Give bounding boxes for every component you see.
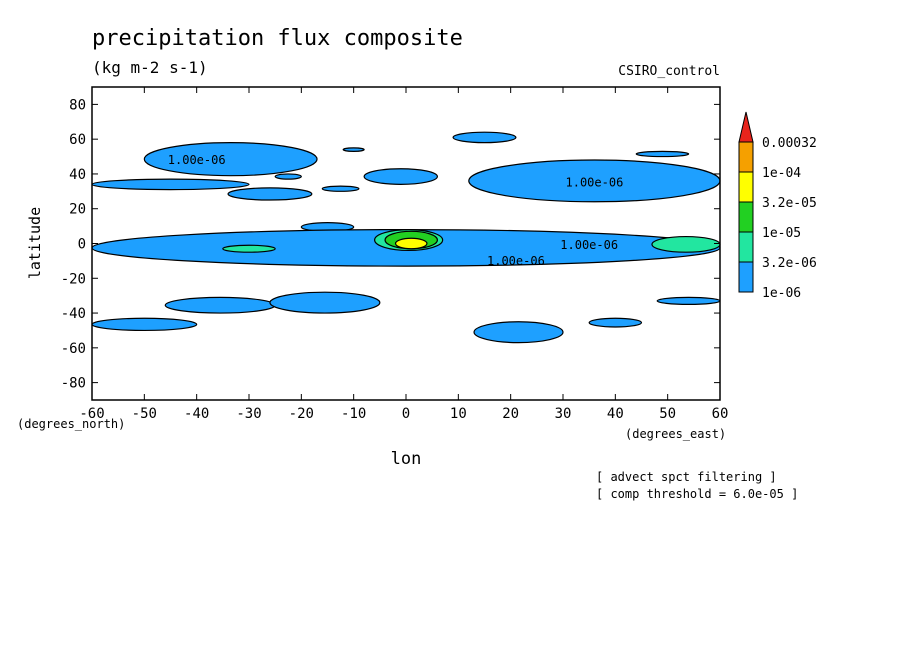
x-tick-label-9: 30 bbox=[555, 406, 572, 422]
x-tick-label-5: -10 bbox=[341, 406, 366, 422]
y-tick-label-3: 20 bbox=[69, 202, 86, 218]
contour-label-3: 1.00e-06 bbox=[487, 254, 545, 268]
y-tick-label-0: 80 bbox=[69, 97, 86, 113]
colorbar-label-5: 1e-06 bbox=[762, 286, 801, 301]
contour-region-6 bbox=[363, 168, 439, 185]
contour-region-19 bbox=[222, 244, 276, 253]
x-tick-label-10: 40 bbox=[607, 406, 624, 422]
x-axis-label: lon bbox=[391, 449, 422, 469]
colorbar-swatch-2 bbox=[738, 171, 754, 203]
contour-region-16 bbox=[588, 317, 643, 328]
colorbar-label-3: 1e-05 bbox=[762, 226, 801, 241]
colorbar-swatch-0 bbox=[738, 111, 754, 143]
contour-label-0: 1.00e-06 bbox=[168, 153, 226, 167]
chart-subtitle: (kg m-2 s-1) bbox=[92, 58, 208, 77]
contour-regions bbox=[91, 131, 721, 344]
x-axis: -60 -50 -40 -30 -20 -10 0 10 20 30 40 50 60 bbox=[79, 87, 728, 422]
contour-region-13 bbox=[269, 291, 381, 314]
x-tick-label-6: 0 bbox=[402, 406, 410, 422]
y-tick-label-8: -80 bbox=[61, 376, 86, 392]
y-tick-label-1: 60 bbox=[69, 132, 86, 148]
note-threshold: [ comp threshold = 6.0e-05 ] bbox=[596, 487, 798, 501]
x-tick-label-3: -30 bbox=[236, 406, 261, 422]
contour-labels: 1.00e-06 1.00e-06 1.00e-06 1.00e-06 bbox=[168, 153, 624, 268]
x-tick-label-12: 60 bbox=[712, 406, 729, 422]
contour-region-0 bbox=[91, 178, 250, 191]
contour-label-1: 1.00e-06 bbox=[566, 176, 624, 190]
colorbar-swatch-1 bbox=[738, 141, 754, 173]
contour-region-15 bbox=[473, 321, 564, 344]
colorbar-label-0: 0.00032 bbox=[762, 136, 817, 151]
contour-region-9 bbox=[635, 150, 690, 158]
contour-region-1 bbox=[143, 142, 318, 177]
colorbar-label-4: 3.2e-06 bbox=[762, 256, 817, 271]
colorbar-swatch-3 bbox=[738, 201, 754, 233]
contour-region-2 bbox=[274, 173, 302, 180]
x-tick-label-4: -20 bbox=[289, 406, 314, 422]
contour-region-14 bbox=[91, 317, 198, 332]
y-tick-label-4: 0 bbox=[78, 237, 86, 253]
y-axis-label: latitude bbox=[26, 207, 44, 279]
x-tick-label-0: -60 bbox=[79, 406, 104, 422]
contour-region-7 bbox=[452, 131, 517, 144]
x-tick-label-7: 10 bbox=[450, 406, 467, 422]
contour-region-18 bbox=[651, 235, 721, 253]
colorbar-label-1: 1e-04 bbox=[762, 166, 801, 181]
contour-region-17 bbox=[656, 296, 721, 305]
x-tick-label-8: 20 bbox=[502, 406, 519, 422]
contour-region-22 bbox=[394, 237, 428, 250]
contour-region-4 bbox=[321, 185, 360, 192]
colorbar: 0.00032 1e-04 3.2e-05 1e-05 3.2e-06 1e-06 bbox=[738, 111, 817, 301]
contour-label-2: 1.00e-06 bbox=[560, 238, 618, 252]
colorbar-swatch-4 bbox=[738, 231, 754, 263]
colorbar-swatch-5 bbox=[738, 261, 754, 293]
chart-title: precipitation flux composite bbox=[92, 26, 463, 51]
contour-region-3 bbox=[342, 147, 365, 152]
x-unit-label: (degrees_east) bbox=[625, 427, 726, 441]
contour-region-5 bbox=[227, 187, 313, 201]
contour-region-12 bbox=[164, 296, 276, 314]
y-tick-label-7: -60 bbox=[61, 341, 86, 357]
x-tick-label-11: 50 bbox=[659, 406, 676, 422]
colorbar-label-2: 3.2e-05 bbox=[762, 196, 817, 211]
y-axis: 80 60 40 20 0 -20 -40 -60 -80 bbox=[61, 97, 720, 392]
x-tick-label-2: -40 bbox=[184, 406, 209, 422]
note-filtering: [ advect spct filtering ] bbox=[596, 470, 777, 484]
y-tick-label-5: -20 bbox=[61, 271, 86, 287]
y-tick-label-6: -40 bbox=[61, 306, 86, 322]
x-tick-label-1: -50 bbox=[132, 406, 157, 422]
y-unit-label: (degrees_north) bbox=[17, 417, 125, 431]
model-label: CSIRO_control bbox=[618, 64, 720, 79]
y-tick-label-2: 40 bbox=[69, 167, 86, 183]
